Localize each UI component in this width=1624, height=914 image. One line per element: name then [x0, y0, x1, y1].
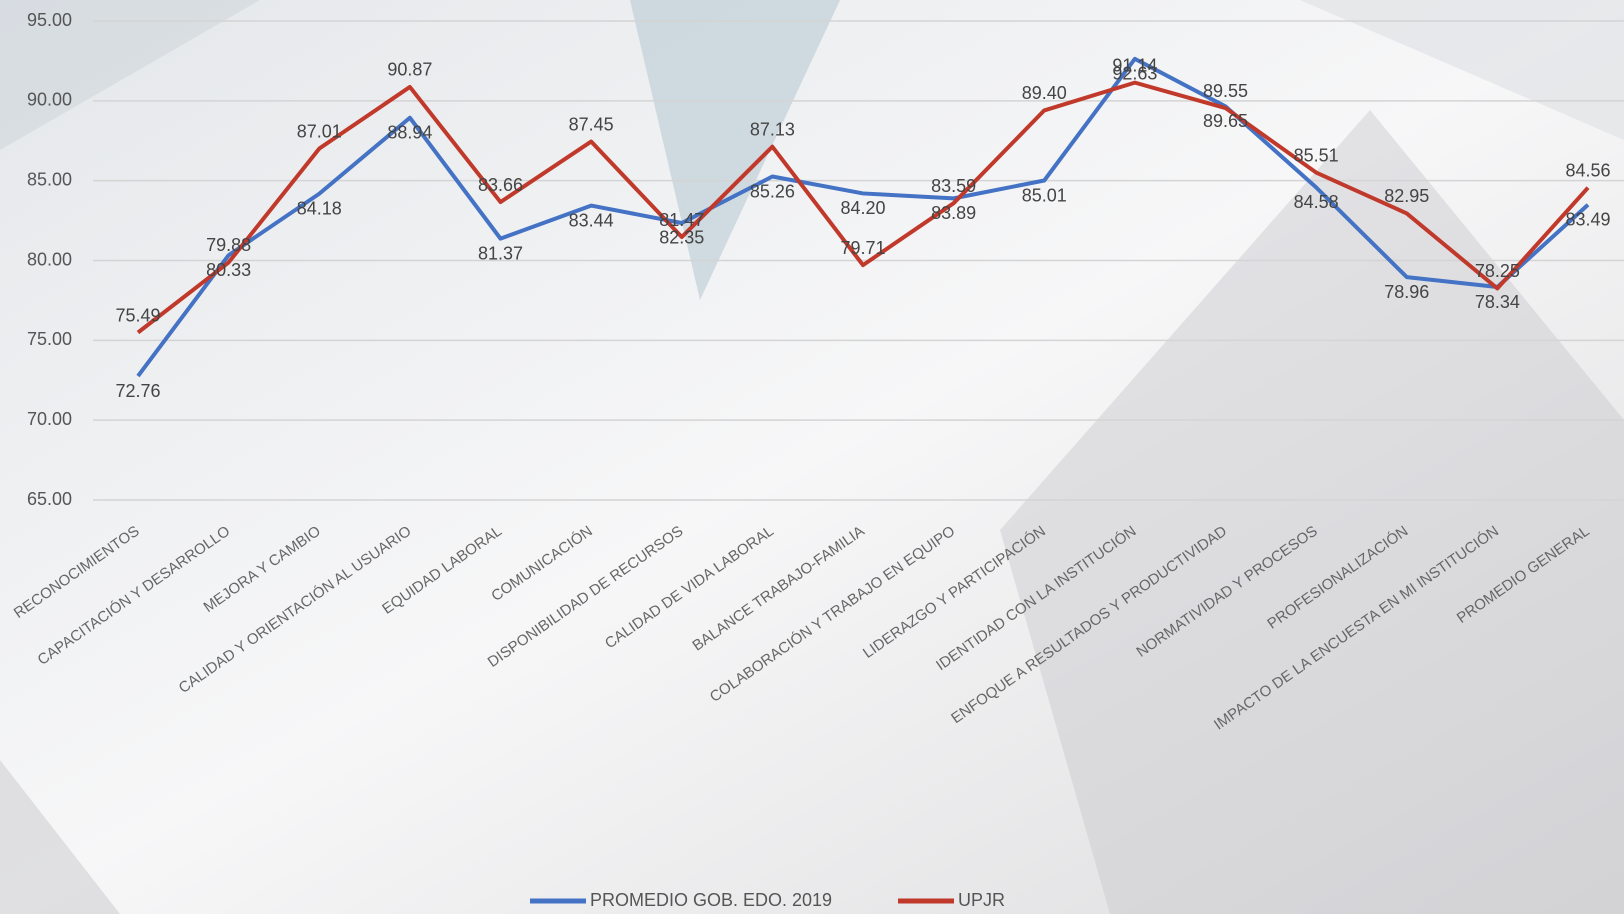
legend-label: PROMEDIO GOB. EDO. 2019 [590, 890, 832, 910]
y-tick-label: 65.00 [27, 489, 72, 509]
data-label: 81.47 [659, 210, 704, 230]
data-label: 78.96 [1384, 282, 1429, 302]
data-label: 82.35 [659, 228, 704, 248]
series-line [136, 80, 1590, 335]
data-label: 83.89 [931, 203, 976, 223]
data-label: 81.37 [478, 243, 523, 263]
data-label: 89.55 [1203, 81, 1248, 101]
data-label: 91.14 [1112, 55, 1157, 75]
data-label: 85.01 [1022, 185, 1067, 205]
data-label: 89.40 [1022, 83, 1067, 103]
data-label: 84.20 [840, 198, 885, 218]
data-label: 88.94 [387, 123, 432, 143]
data-label: 79.88 [206, 235, 251, 255]
data-label: 79.71 [840, 238, 885, 258]
y-tick-label: 75.00 [27, 329, 72, 349]
data-label: 78.25 [1475, 261, 1520, 281]
decor [630, 0, 840, 300]
y-tick-label: 70.00 [27, 409, 72, 429]
data-label: 90.87 [387, 60, 432, 80]
data-label: 92.63 [1112, 64, 1157, 84]
y-tick-label: 90.00 [27, 90, 72, 110]
series-line [136, 56, 1590, 378]
data-label: 72.76 [115, 381, 160, 401]
data-label: 83.59 [931, 176, 976, 196]
data-label: 84.18 [297, 199, 342, 219]
data-label: 80.33 [206, 260, 251, 280]
data-label: 85.51 [1294, 145, 1339, 165]
y-tick-label: 95.00 [27, 10, 72, 30]
decor [0, 0, 260, 150]
data-label: 87.13 [750, 119, 795, 139]
data-label: 84.56 [1565, 160, 1610, 180]
data-label: 87.01 [297, 121, 342, 141]
data-label: 78.34 [1475, 292, 1520, 312]
data-label: 84.58 [1294, 192, 1339, 212]
y-tick-label: 85.00 [27, 169, 72, 189]
data-label: 85.26 [750, 181, 795, 201]
legend-label: UPJR [958, 890, 1005, 910]
data-label: 83.44 [569, 210, 614, 230]
decor [1000, 110, 1624, 914]
data-label: 75.49 [115, 305, 160, 325]
data-label: 82.95 [1384, 186, 1429, 206]
decor [1300, 0, 1624, 140]
data-label: 83.49 [1565, 210, 1610, 230]
decor [0, 760, 120, 914]
data-label: 89.65 [1203, 111, 1248, 131]
data-label: 83.66 [478, 175, 523, 195]
y-tick-label: 80.00 [27, 249, 72, 269]
data-label: 87.45 [569, 114, 614, 134]
